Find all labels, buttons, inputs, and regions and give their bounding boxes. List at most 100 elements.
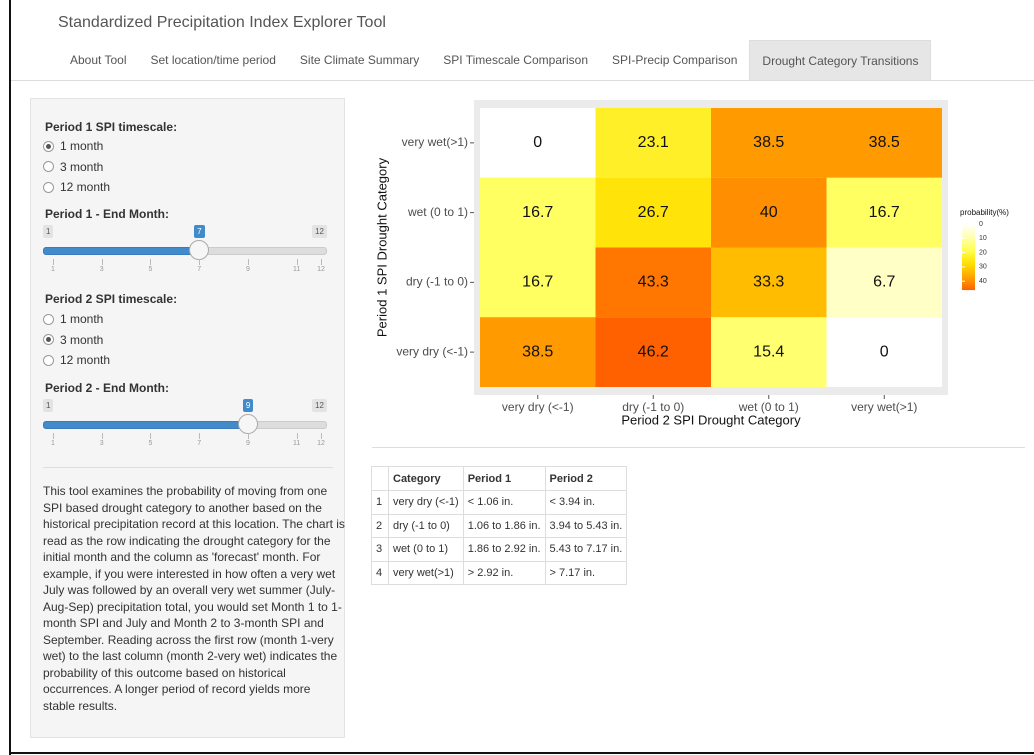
tile-label: 16.7 bbox=[522, 274, 553, 291]
tile bbox=[826, 317, 942, 387]
slider-tick-label: 1 bbox=[51, 266, 55, 273]
legend-tick-label: 10 bbox=[979, 235, 987, 242]
tile-label: 33.3 bbox=[753, 274, 784, 291]
radio-label: 1 month bbox=[60, 139, 104, 153]
frame-bottom bbox=[9, 752, 1034, 754]
slider-tick bbox=[150, 259, 152, 265]
slider-tick bbox=[296, 259, 298, 265]
tile bbox=[826, 177, 942, 248]
slider-value: 9 bbox=[242, 399, 254, 412]
radio-option[interactable]: 12 month bbox=[43, 353, 110, 367]
table-cell: 4 bbox=[371, 560, 389, 585]
tile bbox=[595, 247, 711, 318]
table-cell: very dry (<-1) bbox=[388, 490, 464, 515]
slider-tick-label: 9 bbox=[245, 266, 250, 273]
slider-value: 7 bbox=[194, 225, 205, 238]
slider-min: 1 bbox=[43, 399, 54, 412]
slider-tick-label: 3 bbox=[99, 266, 104, 273]
tile bbox=[711, 108, 827, 178]
slider-handle[interactable] bbox=[237, 414, 258, 434]
tab-border bbox=[11, 80, 1034, 81]
description: This tool examines the probability of mo… bbox=[43, 484, 345, 713]
tab[interactable]: SPI Timescale Comparison bbox=[443, 53, 589, 67]
table-cell: 2 bbox=[371, 513, 389, 538]
radio-option[interactable]: 1 month bbox=[43, 139, 103, 153]
x-tick-label: dry (-1 to 0) bbox=[622, 400, 684, 414]
tile-label: 23.1 bbox=[638, 134, 669, 151]
legend-tick-label: 0 bbox=[979, 221, 983, 228]
tile bbox=[711, 247, 827, 318]
tab[interactable]: Site Climate Summary bbox=[299, 53, 420, 67]
table-cell: 3.94 to 5.43 in. bbox=[544, 513, 628, 538]
radio-button[interactable] bbox=[43, 181, 54, 193]
tile-label: 40 bbox=[760, 204, 778, 221]
table-row: 1 very dry (<-1) < 1.06 in. < 3.94 in. bbox=[371, 490, 628, 515]
slider-handle[interactable] bbox=[189, 240, 210, 260]
tile-label: 38.5 bbox=[753, 134, 784, 151]
y-tick-label: wet (0 to 1) bbox=[407, 205, 468, 219]
tile bbox=[595, 317, 711, 387]
slider-tick-label: 3 bbox=[99, 440, 104, 447]
radio-label: 1 month bbox=[60, 312, 104, 326]
table-cell: < 1.06 in. bbox=[462, 490, 546, 515]
table-header: Category Period 1 Period 2 bbox=[371, 466, 628, 491]
slider-tick bbox=[247, 259, 249, 265]
tab[interactable]: About Tool bbox=[70, 53, 127, 67]
slider-tick-label: 12 bbox=[317, 266, 325, 273]
slider-tick bbox=[296, 433, 298, 439]
radio-label: 12 month bbox=[60, 180, 111, 194]
tile bbox=[826, 108, 942, 178]
divider bbox=[372, 447, 1025, 448]
radio-button[interactable] bbox=[43, 140, 54, 152]
table-cell: 3 bbox=[371, 537, 389, 562]
tile-label: 26.7 bbox=[638, 204, 669, 221]
radio-button[interactable] bbox=[43, 161, 54, 172]
slider-tick bbox=[101, 259, 103, 265]
tile bbox=[480, 247, 596, 318]
radio-option[interactable]: 1 month bbox=[43, 312, 103, 326]
y-tick-label: dry (-1 to 0) bbox=[406, 275, 468, 289]
header-cell: Period 2 bbox=[544, 466, 628, 491]
tab[interactable]: SPI-Precip Comparison bbox=[612, 53, 738, 67]
radio-label: 3 month bbox=[60, 332, 104, 347]
legend-bar bbox=[962, 224, 975, 291]
slider: 1 12 9 1 3 5 7 9 11 12 bbox=[41, 399, 333, 455]
legend-tick-label: 20 bbox=[979, 249, 987, 256]
tab[interactable]: Set location/time period bbox=[150, 53, 276, 67]
header-cell: Category bbox=[388, 466, 464, 491]
frame-left bbox=[9, 0, 11, 755]
table-cell: < 3.94 in. bbox=[544, 490, 628, 515]
tab[interactable]: Drought Category Transitions bbox=[749, 40, 932, 80]
tile-label: 6.7 bbox=[873, 274, 895, 291]
slider-fill bbox=[43, 247, 202, 255]
table-cell: > 7.17 in. bbox=[544, 560, 628, 585]
tile bbox=[595, 177, 711, 248]
legend-title: probability(%) bbox=[960, 208, 1009, 217]
radio-option[interactable]: 3 month bbox=[43, 160, 103, 174]
tile bbox=[711, 177, 827, 248]
slider-tick bbox=[321, 259, 322, 265]
slider-tick bbox=[321, 433, 322, 439]
slider-tick bbox=[101, 433, 103, 439]
radio-option[interactable]: 12 month bbox=[43, 180, 110, 194]
radio-button[interactable] bbox=[43, 334, 54, 345]
tab-bar: About Tool Set location/time period Site C… bbox=[58, 40, 932, 80]
slider-max: 12 bbox=[312, 399, 327, 412]
radio-button[interactable] bbox=[43, 354, 54, 366]
x-tick-label: very dry (<-1) bbox=[502, 400, 574, 414]
table-cell: very wet(>1) bbox=[388, 560, 464, 585]
y-tick-label: very dry (<-1) bbox=[396, 344, 468, 358]
tile bbox=[480, 177, 596, 248]
radio-option[interactable]: 3 month bbox=[43, 333, 103, 347]
slider-tick bbox=[247, 433, 249, 439]
legend-tick-label: 40 bbox=[979, 278, 987, 285]
input-label: Period 1 SPI timescale: bbox=[45, 120, 178, 134]
slider-min: 1 bbox=[43, 225, 54, 238]
header-cell bbox=[371, 466, 389, 491]
table-row: 4 very wet(>1) > 2.92 in. > 7.17 in. bbox=[371, 560, 628, 585]
tile-label: 38.5 bbox=[869, 134, 900, 151]
tile-label: 46.2 bbox=[638, 343, 669, 360]
slider-tick bbox=[199, 259, 201, 265]
radio-button[interactable] bbox=[43, 313, 54, 325]
